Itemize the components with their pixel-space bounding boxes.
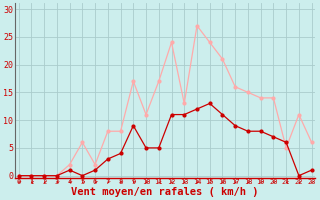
X-axis label: Vent moyen/en rafales ( km/h ): Vent moyen/en rafales ( km/h ) — [71, 187, 259, 197]
